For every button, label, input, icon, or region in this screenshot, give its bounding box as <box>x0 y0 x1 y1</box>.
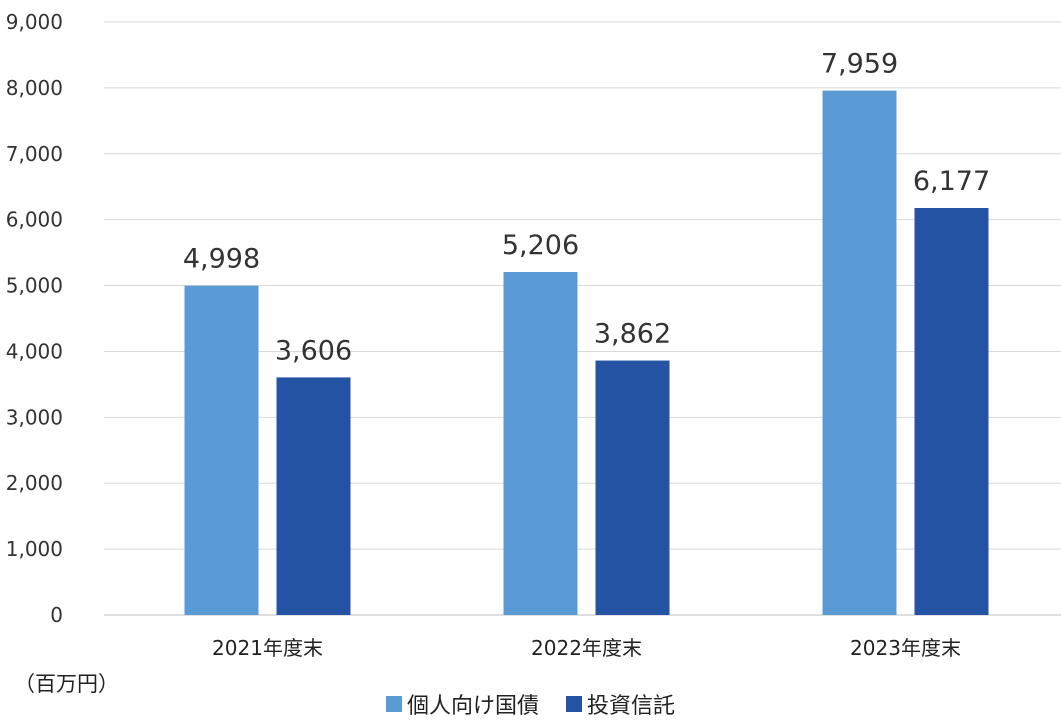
y-tick-label: 4,000 <box>6 339 63 363</box>
data-label: 3,862 <box>594 319 671 350</box>
data-labels: 4,998 3,606 5,206 3,862 7,959 6,177 <box>183 49 990 367</box>
data-label: 3,606 <box>275 335 352 366</box>
bar-series-1-2 <box>914 208 989 615</box>
y-axis-ticks: 0 1,000 2,000 3,000 4,000 5,000 6,000 7,000 8,00… <box>6 10 63 627</box>
unit-label: （百万円） <box>14 672 119 696</box>
legend-swatch-series-1 <box>566 696 582 712</box>
bar-series-1-1 <box>595 360 670 615</box>
legend-label-series-1: 投資信託 <box>587 694 676 719</box>
x-category-label: 2021年度末 <box>212 636 323 660</box>
y-tick-label: 2,000 <box>6 471 63 495</box>
y-tick-label: 5,000 <box>6 274 63 298</box>
y-tick-label: 0 <box>50 603 63 627</box>
data-label: 7,959 <box>821 49 898 80</box>
y-tick-label: 9,000 <box>6 10 63 34</box>
y-tick-label: 3,000 <box>6 405 63 429</box>
x-axis-categories: 2021年度末 2022年度末 2023年度末 <box>212 636 961 660</box>
bar-series-0-2 <box>822 90 897 615</box>
y-tick-label: 8,000 <box>6 76 63 100</box>
bar-series-0-1 <box>503 271 578 615</box>
legend: 個人向け国債 投資信託 <box>0 688 1061 720</box>
data-label: 5,206 <box>502 230 579 261</box>
y-tick-label: 7,000 <box>6 142 63 166</box>
gridlines <box>104 21 1061 616</box>
legend-label-series-0: 個人向け国債 <box>406 694 539 719</box>
y-tick-label: 6,000 <box>6 208 63 232</box>
x-category-label: 2022年度末 <box>531 636 642 660</box>
data-label: 4,998 <box>183 244 260 275</box>
bar-series-1-0 <box>276 377 351 615</box>
legend-item-series-1: 投資信託 <box>566 688 675 720</box>
legend-item-series-0: 個人向け国債 <box>385 688 539 720</box>
bar-series-0-0 <box>184 285 259 615</box>
data-label: 6,177 <box>913 166 990 197</box>
y-tick-label: 1,000 <box>6 537 63 561</box>
legend-swatch-series-0 <box>385 696 402 712</box>
bars <box>184 90 989 615</box>
x-category-label: 2023年度末 <box>850 636 961 660</box>
